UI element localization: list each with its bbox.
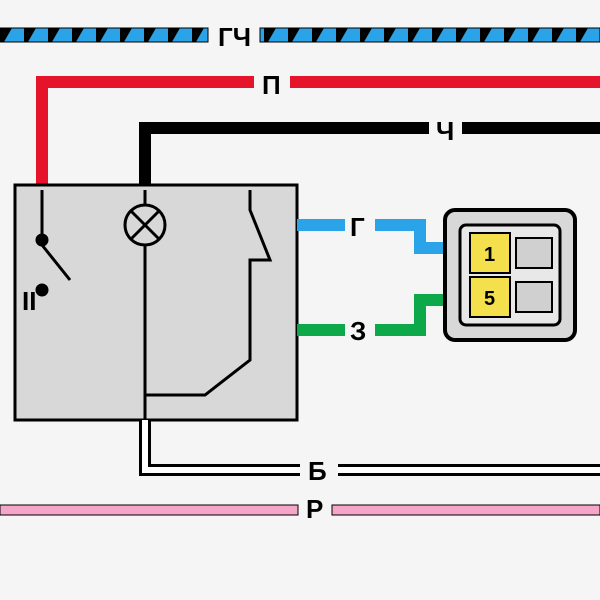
wire-label-ch: Ч [436,116,454,146]
wire-label-z: З [350,316,366,346]
wiring-diagram: ГЧ П Ч II Г [0,0,600,600]
roman-ii-label: II [22,286,36,316]
pin-5: 5 [484,288,495,310]
wire-label-b: Б [308,456,327,486]
wire-g: Г [297,212,452,248]
wire-label-r: Р [306,494,323,524]
wire-label-p: П [262,70,281,100]
wire-gch: ГЧ [0,22,600,52]
wire-label-gch: ГЧ [218,22,251,52]
wire-r: Р [0,494,600,524]
connector: 1 5 [445,210,575,340]
wire-z: З [297,300,452,346]
pin-1: 1 [484,244,495,266]
wire-b: Б [145,420,600,486]
wire-label-g: Г [350,212,365,242]
wire-ch: Ч [139,116,600,190]
